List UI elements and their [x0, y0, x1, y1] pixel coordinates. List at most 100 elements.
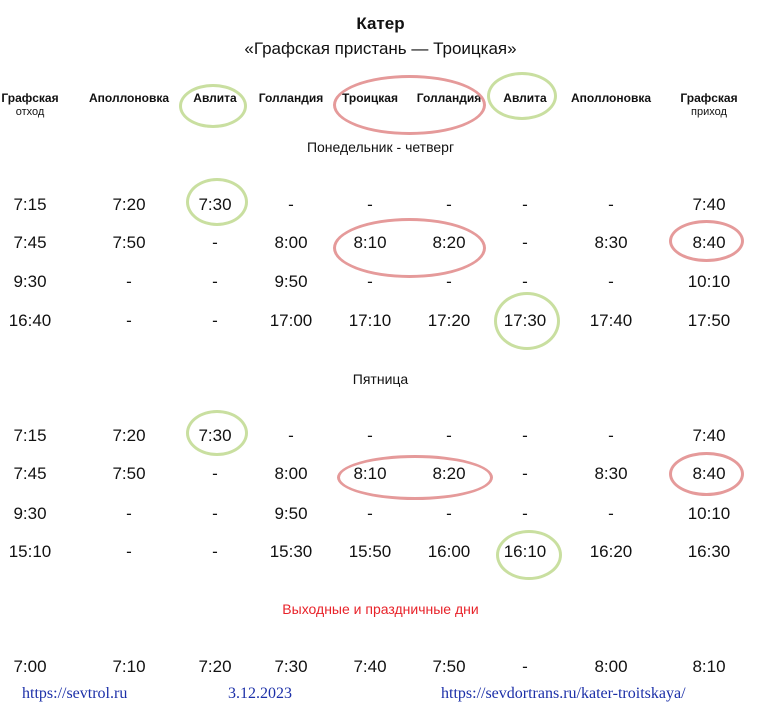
time-cell: 7:45 [13, 464, 47, 483]
time-cell: 8:10 [353, 464, 387, 483]
column-header-name: Голландия [258, 91, 324, 105]
time-cell: 7:40 [692, 426, 726, 445]
time-cell: 7:50 [112, 233, 146, 252]
time-cell: 17:00 [269, 311, 313, 330]
time-cell: - [522, 504, 528, 523]
time-cell: 10:10 [687, 504, 731, 523]
time-cell: - [126, 504, 132, 523]
time-cell: - [126, 311, 132, 330]
time-cell: 7:50 [432, 657, 466, 676]
section-label: Пятница [352, 371, 409, 387]
column-header-name: Троицкая [342, 91, 398, 105]
time-cell: - [522, 272, 528, 291]
time-cell: 8:30 [594, 233, 628, 252]
time-cell: 10:10 [687, 272, 731, 291]
time-cell: 8:20 [432, 233, 466, 252]
time-cell: 7:20 [112, 426, 146, 445]
time-cell: 7:20 [198, 657, 232, 676]
column-header-name: Авлита [503, 91, 547, 105]
time-cell: 17:10 [348, 311, 392, 330]
time-cell: - [367, 504, 373, 523]
column-header: Голландия [394, 91, 504, 105]
column-header-sub: отход [15, 106, 45, 118]
time-cell: 15:10 [8, 542, 52, 561]
section-label: Выходные и праздничные дни [282, 601, 479, 617]
time-cell: 9:50 [274, 504, 308, 523]
time-cell: 7:50 [112, 464, 146, 483]
time-cell: 9:30 [13, 272, 47, 291]
time-cell: - [288, 195, 294, 214]
time-cell: 7:15 [13, 195, 47, 214]
time-cell: - [608, 426, 614, 445]
time-cell: 7:30 [198, 426, 232, 445]
time-cell: - [212, 272, 218, 291]
column-header-name: Авлита [193, 91, 237, 105]
column-header: Графская приход [654, 91, 761, 119]
time-cell: - [522, 233, 528, 252]
time-cell: 16:40 [8, 311, 52, 330]
time-cell: 16:10 [503, 542, 547, 561]
time-cell: 9:50 [274, 272, 308, 291]
column-header-name: Графская [1, 91, 59, 105]
time-cell: 8:40 [692, 464, 726, 483]
time-cell: - [522, 464, 528, 483]
footer-right-link[interactable]: https://sevdortrans.ru/kater-troitskaya/ [441, 685, 686, 702]
column-header-sub: приход [691, 106, 727, 118]
time-cell: 7:45 [13, 233, 47, 252]
time-cell: 7:00 [13, 657, 47, 676]
time-cell: 8:40 [692, 233, 726, 252]
column-header-name: Голландия [416, 91, 482, 105]
time-cell: 15:50 [348, 542, 392, 561]
time-cell: 8:10 [353, 233, 387, 252]
time-cell: 17:40 [589, 311, 633, 330]
column-header: Аполлоновка [74, 91, 184, 105]
route-subtitle: «Графская пристань — Троицкая» [244, 39, 517, 58]
footer-left-link[interactable]: https://sevtrol.ru [22, 685, 128, 702]
column-header: Троицкая [315, 91, 425, 105]
time-cell: - [212, 311, 218, 330]
time-cell: - [522, 195, 528, 214]
time-cell: 8:10 [692, 657, 726, 676]
section-label: Понедельник - четверг [306, 139, 455, 155]
time-cell: 8:00 [594, 657, 628, 676]
time-cell: - [212, 542, 218, 561]
time-cell: 8:30 [594, 464, 628, 483]
time-cell: 17:50 [687, 311, 731, 330]
time-cell: - [446, 195, 452, 214]
time-cell: - [126, 272, 132, 291]
column-header: Графская отход [0, 91, 85, 119]
time-cell: - [367, 426, 373, 445]
column-header-name: Аполлоновка [571, 91, 651, 105]
schedule-title: Катер [356, 14, 405, 33]
time-cell: - [212, 504, 218, 523]
time-cell: - [367, 195, 373, 214]
time-cell: 7:30 [198, 195, 232, 214]
time-cell: 7:40 [692, 195, 726, 214]
time-cell: - [608, 504, 614, 523]
time-cell: 17:20 [427, 311, 471, 330]
column-header: Авлита [470, 91, 580, 105]
time-cell: - [212, 464, 218, 483]
time-cell: - [522, 426, 528, 445]
highlight-circle [333, 75, 486, 135]
time-cell: 7:30 [274, 657, 308, 676]
column-header: Аполлоновка [556, 91, 666, 105]
time-cell: 16:20 [589, 542, 633, 561]
time-cell: 7:20 [112, 195, 146, 214]
time-cell: - [446, 272, 452, 291]
time-cell: 15:30 [269, 542, 313, 561]
time-cell: 8:00 [274, 464, 308, 483]
time-cell: - [446, 426, 452, 445]
column-header-name: Графская [680, 91, 738, 105]
time-cell: 7:10 [112, 657, 146, 676]
column-header: Голландия [236, 91, 346, 105]
time-cell: - [446, 504, 452, 523]
time-cell: 7:15 [13, 426, 47, 445]
time-cell: 16:00 [427, 542, 471, 561]
time-cell: - [367, 272, 373, 291]
time-cell: - [522, 657, 528, 676]
time-cell: 8:20 [432, 464, 466, 483]
time-cell: - [212, 233, 218, 252]
time-cell: - [126, 542, 132, 561]
time-cell: - [608, 272, 614, 291]
